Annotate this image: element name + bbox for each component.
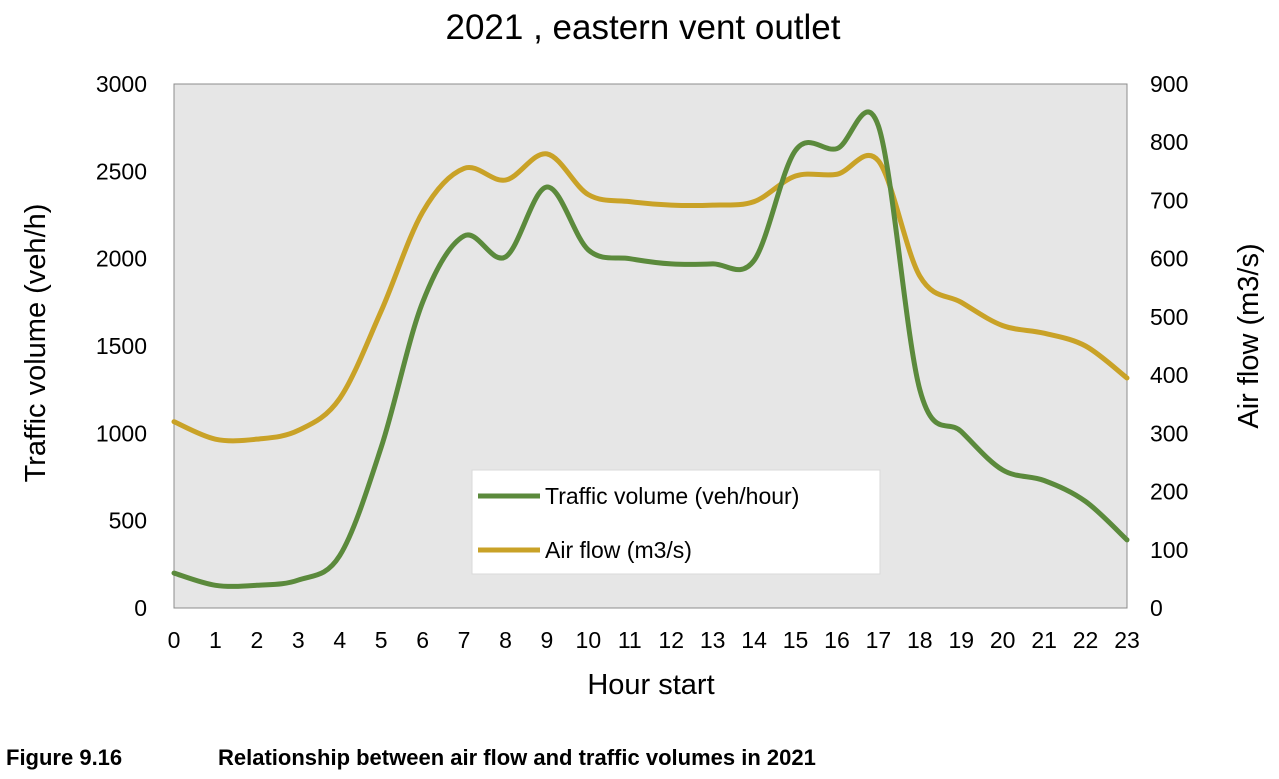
x-tick-label: 22	[1073, 627, 1099, 653]
x-tick-label: 20	[990, 627, 1016, 653]
y2-tick-label: 100	[1150, 537, 1188, 563]
right-axis-ticks: 0 100 200 300 400 500 600 700 800 900	[1150, 71, 1188, 621]
y2-tick-label: 800	[1150, 129, 1188, 155]
chart-title: 2021 , eastern vent outlet	[446, 8, 841, 47]
figure-label: Figure 9.16	[6, 745, 123, 770]
x-tick-label: 17	[866, 627, 892, 653]
y-tick-label: 0	[134, 595, 147, 621]
y-axis-title: Traffic volume (veh/h)	[20, 204, 52, 483]
y2-tick-label: 700	[1150, 187, 1188, 213]
legend: Traffic volume (veh/hour) Air flow (m3/s…	[471, 469, 881, 575]
x-tick-label: 0	[168, 627, 181, 653]
x-tick-label: 16	[824, 627, 850, 653]
x-tick-label: 9	[541, 627, 554, 653]
left-axis-ticks: 0 500 1000 1500 2000 2500 3000	[96, 71, 147, 621]
series-line-traffic	[171, 109, 1130, 589]
chart: 2021 , eastern vent outlet 0500100015002…	[20, 8, 1265, 701]
x-tick-label: 5	[375, 627, 388, 653]
y2-tick-label: 0	[1150, 595, 1163, 621]
y2-tick-label: 200	[1150, 479, 1188, 505]
y2-tick-label: 500	[1150, 304, 1188, 330]
series-layer	[171, 109, 1130, 589]
x-tick-label: 7	[458, 627, 471, 653]
y-tick-label: 2000	[96, 246, 147, 272]
x-axis-ticks: 0 1 2 3 4 5 6 7 8 9 10 11 12 13 14 15 16 17 18 19 20 21 22 23	[168, 627, 1140, 653]
x-tick-label: 3	[292, 627, 305, 653]
x-tick-label: 21	[1031, 627, 1057, 653]
x-tick-label: 4	[333, 627, 346, 653]
x-tick-label: 23	[1114, 627, 1140, 653]
x-tick-label: 14	[741, 627, 767, 653]
y2-tick-label: 900	[1150, 71, 1188, 97]
x-axis-title: Hour start	[587, 669, 714, 701]
series-line-airflow	[171, 151, 1130, 444]
x-tick-label: 8	[499, 627, 512, 653]
x-tick-label: 19	[948, 627, 974, 653]
x-tick-label: 6	[416, 627, 429, 653]
y-tick-label: 3000	[96, 71, 147, 97]
legend-label-traffic: Traffic volume (veh/hour)	[545, 483, 799, 509]
x-tick-label: 18	[907, 627, 933, 653]
x-tick-label: 1	[209, 627, 222, 653]
y2-tick-label: 300	[1150, 420, 1188, 446]
x-tick-label: 2	[250, 627, 263, 653]
x-tick-label: 11	[618, 627, 642, 653]
x-tick-label: 13	[700, 627, 726, 653]
y-tick-label: 500	[109, 508, 147, 534]
y2-tick-label: 400	[1150, 362, 1188, 388]
legend-box	[471, 469, 881, 575]
y2-axis-title: Air flow (m3/s)	[1233, 243, 1265, 428]
y-tick-label: 1000	[96, 420, 147, 446]
x-tick-label: 12	[658, 627, 684, 653]
x-tick-label: 10	[576, 627, 602, 653]
y2-tick-label: 600	[1150, 246, 1188, 272]
x-tick-label: 15	[783, 627, 809, 653]
legend-label-airflow: Air flow (m3/s)	[545, 537, 692, 563]
y-tick-label: 2500	[96, 158, 147, 184]
y-tick-label: 1500	[96, 333, 147, 359]
figure-caption: Relationship between air flow and traffi…	[218, 745, 816, 770]
